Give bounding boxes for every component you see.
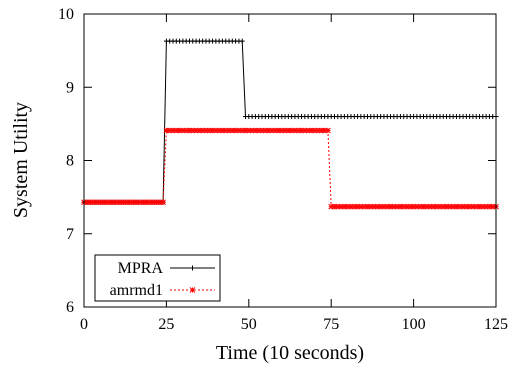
y-tick-label: 6: [66, 299, 74, 316]
y-tick-label: 9: [66, 79, 74, 96]
y-axis-title: System Utility: [10, 102, 32, 218]
y-tick-label: 10: [58, 6, 74, 23]
x-tick-label: 0: [80, 316, 88, 333]
series-markers-MPRA: [81, 38, 499, 205]
x-tick-label: 75: [323, 316, 339, 333]
legend-label: MPRA: [118, 260, 164, 277]
series-MPRA: [81, 38, 499, 205]
legend-item-MPRA: MPRA: [118, 260, 215, 277]
data-point: [239, 38, 245, 44]
series-line-amrmd1: [84, 129, 496, 208]
series-amrmd1: [81, 127, 499, 210]
x-tick-label: 100: [402, 316, 426, 333]
legend: MPRA amrmd1: [94, 254, 221, 302]
data-point: [160, 199, 166, 206]
data-point: [325, 127, 331, 134]
data-point: [189, 287, 196, 293]
x-tick-label: 25: [158, 316, 174, 333]
series-layer: [81, 38, 499, 210]
ticks-layer: 0 25 50 75 100 125 6 7 8 9 10: [58, 6, 508, 333]
data-point: [404, 203, 410, 210]
series-line-MPRA: [84, 40, 496, 203]
x-axis-title: Time (10 seconds): [216, 342, 364, 364]
x-tick-label: 125: [484, 316, 508, 333]
legend-label: amrmd1: [110, 282, 163, 299]
x-tick-label: 50: [241, 316, 257, 333]
series-markers-amrmd1: [81, 127, 499, 210]
y-tick-label: 8: [66, 153, 74, 170]
data-point: [190, 265, 195, 271]
legend-box: [94, 254, 221, 302]
y-tick-label: 7: [66, 226, 74, 243]
legend-item-amrmd1: amrmd1: [110, 282, 215, 299]
